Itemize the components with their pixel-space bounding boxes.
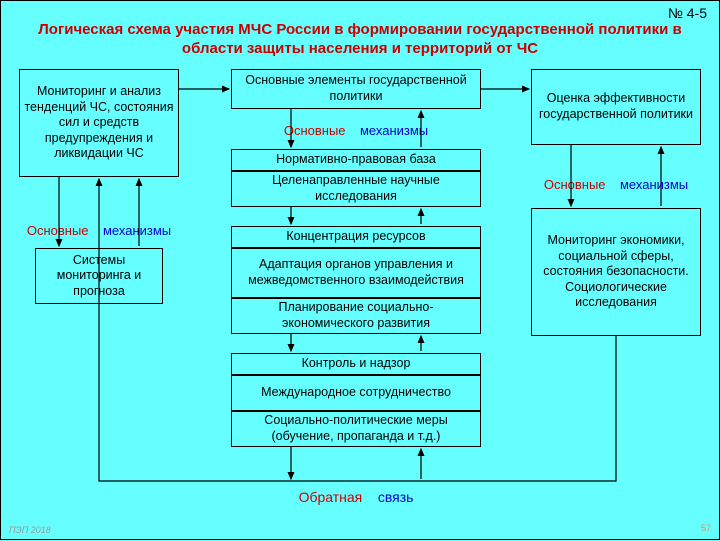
- box-monitoring: Мониторинг и анализ тенденций ЧС, состоя…: [19, 69, 179, 177]
- label-left-mech-red: Основные: [27, 223, 89, 238]
- diagram-title: Логическая схема участия МЧС России в фо…: [1, 1, 719, 65]
- box-assessment: Оценка эффективности государственной пол…: [531, 69, 701, 145]
- label-right-mech-blue: механизмы: [620, 177, 688, 192]
- feedback-red: Обратная: [299, 489, 363, 505]
- box-research: Мониторинг экономики, социальной сферы, …: [531, 208, 701, 336]
- center-row-7: Социально-политические меры (обучение, п…: [231, 411, 481, 447]
- box-center-elements: Основные элементы государственной полити…: [231, 69, 481, 109]
- page-number: № 4-5: [668, 5, 707, 21]
- label-left-mech: Основные механизмы: [19, 223, 179, 238]
- footer-date: ПЭП 2018: [9, 525, 51, 535]
- center-row-2: Концентрация ресурсов: [231, 226, 481, 248]
- center-row-1: Целенаправленные научные исследования: [231, 171, 481, 207]
- center-row-6: Международное сотрудничество: [231, 375, 481, 411]
- box-systems: Системы мониторинга и прогноза: [35, 248, 163, 304]
- footer-page: 57: [701, 523, 711, 533]
- feedback-blue: связь: [378, 489, 414, 505]
- label-center-mech-red: Основные: [284, 123, 346, 138]
- center-row-3: Адаптация органов управления и межведомс…: [231, 248, 481, 298]
- center-row-5: Контроль и надзор: [231, 353, 481, 375]
- label-left-mech-blue: механизмы: [103, 223, 171, 238]
- label-center-mech-blue: механизмы: [360, 123, 428, 138]
- center-row-4: Планирование социально-экономического ра…: [231, 298, 481, 334]
- label-right-mech-red: Основные: [544, 177, 606, 192]
- label-center-mech: Основные механизмы: [231, 123, 481, 138]
- feedback-label: Обратная связь: [231, 489, 481, 505]
- center-row-0: Нормативно-правовая база: [231, 149, 481, 171]
- label-right-mech: Основные механизмы: [531, 177, 701, 192]
